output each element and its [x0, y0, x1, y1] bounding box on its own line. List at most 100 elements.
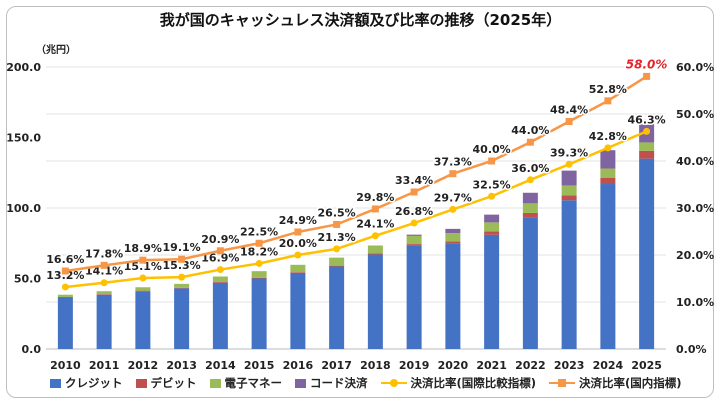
data-label: 58.0% — [626, 57, 668, 71]
data-label: 19.1% — [163, 241, 201, 254]
legend-line-marker — [380, 378, 407, 388]
series-point — [100, 261, 108, 269]
x-axis-tick-label: 2022 — [515, 359, 546, 372]
data-label: 36.0% — [511, 162, 549, 175]
bar-segment — [251, 277, 267, 279]
bar-segment — [522, 212, 538, 218]
right-axis-tick-label: 60.0% — [676, 61, 714, 74]
bar-segment — [484, 214, 500, 223]
series-point — [255, 239, 263, 247]
left-axis-tick-label: 100.0 — [6, 202, 41, 215]
bar-segment — [212, 282, 228, 349]
legend-label: 決済比率(国内指標) — [579, 376, 682, 390]
data-label: 18.2% — [240, 245, 278, 258]
series-point — [178, 255, 186, 263]
x-axis-tick-label: 2016 — [283, 359, 314, 372]
bar-segment — [212, 282, 228, 283]
series-point — [643, 72, 651, 80]
series-point — [255, 259, 263, 267]
bar-segment — [445, 243, 461, 349]
x-axis-tick-label: 2021 — [476, 359, 507, 372]
bar-segment — [212, 276, 228, 283]
series-point — [643, 127, 651, 135]
series-point — [449, 170, 457, 178]
series-point — [565, 160, 573, 168]
legend-swatch — [50, 378, 61, 388]
bar-segment — [561, 185, 577, 196]
legend-line-marker — [549, 378, 576, 388]
bar-segment — [484, 222, 500, 232]
data-label: 40.0% — [473, 143, 511, 156]
bar-segment — [484, 231, 500, 235]
data-label: 22.5% — [240, 225, 278, 238]
bar-segment — [329, 265, 345, 267]
x-axis-tick-label: 2013 — [166, 359, 197, 372]
bar-segment — [406, 245, 422, 349]
data-label: 52.8% — [589, 83, 627, 96]
series-point — [371, 205, 379, 213]
bar-segment — [561, 200, 577, 349]
series-point — [410, 188, 418, 196]
legend-item: 電子マネー — [209, 375, 282, 391]
bar-segment — [174, 287, 190, 289]
data-label: 32.5% — [473, 178, 511, 191]
bar-segment — [522, 203, 538, 213]
x-axis-tick-label: 2020 — [438, 359, 469, 372]
x-axis-tick-label: 2015 — [244, 359, 275, 372]
series-point — [294, 251, 302, 259]
x-axis-tick-label: 2010 — [50, 359, 81, 372]
right-axis-tick-label: 0.0% — [676, 343, 707, 356]
bar-segment — [600, 184, 616, 349]
bar-segment — [96, 291, 112, 295]
series-point — [410, 219, 418, 227]
legend-item: 決済比率(国内指標) — [549, 375, 682, 391]
data-label: 44.0% — [511, 124, 549, 137]
data-label: 24.1% — [356, 218, 394, 231]
bar-segment — [639, 158, 655, 349]
bar-segment — [57, 296, 73, 298]
bar-segment — [522, 192, 538, 204]
series-point — [604, 144, 612, 152]
bar-segment — [135, 290, 151, 292]
series-point — [449, 205, 457, 213]
legend-label: 決済比率(国際比較指標) — [410, 376, 537, 390]
x-axis-tick-label: 2012 — [128, 359, 159, 372]
legend-label: コード決済 — [310, 376, 368, 390]
left-axis-tick-label: 0.0 — [22, 343, 42, 356]
data-label: 26.5% — [318, 206, 356, 219]
series-point — [565, 118, 573, 126]
series-line — [65, 75, 648, 273]
data-label: 20.9% — [201, 233, 239, 246]
data-label: 33.4% — [395, 174, 433, 187]
right-axis-tick-label: 10.0% — [676, 296, 714, 309]
data-label: 16.6% — [46, 253, 84, 266]
data-label: 24.9% — [279, 214, 317, 227]
bar-segment — [367, 254, 383, 349]
bar-segment — [329, 266, 345, 349]
series-point — [216, 266, 224, 274]
bar-segment — [96, 294, 112, 295]
right-axis-tick-label: 30.0% — [676, 202, 714, 215]
bar-segment — [96, 294, 112, 349]
bar-segment — [251, 278, 267, 349]
bar-segment — [367, 245, 383, 254]
legend-label: クレジット — [65, 376, 123, 390]
x-axis-tick-label: 2025 — [631, 359, 662, 372]
bar-segment — [445, 241, 461, 244]
data-label: 29.8% — [356, 191, 394, 204]
bar-segment — [639, 150, 655, 159]
series-point — [139, 256, 147, 264]
series-point — [526, 176, 534, 184]
right-axis-tick-label: 40.0% — [676, 155, 714, 168]
series-point — [294, 228, 302, 236]
bar-segment — [329, 257, 345, 266]
series-point — [100, 279, 108, 287]
bar-segment — [445, 233, 461, 242]
x-axis-tick-label: 2014 — [205, 359, 236, 372]
data-label: 29.7% — [434, 191, 472, 204]
left-axis-tick-label: 200.0 — [6, 61, 41, 74]
bar-segment — [639, 142, 655, 151]
legend-swatch — [135, 378, 147, 388]
data-label: 48.4% — [550, 104, 588, 117]
